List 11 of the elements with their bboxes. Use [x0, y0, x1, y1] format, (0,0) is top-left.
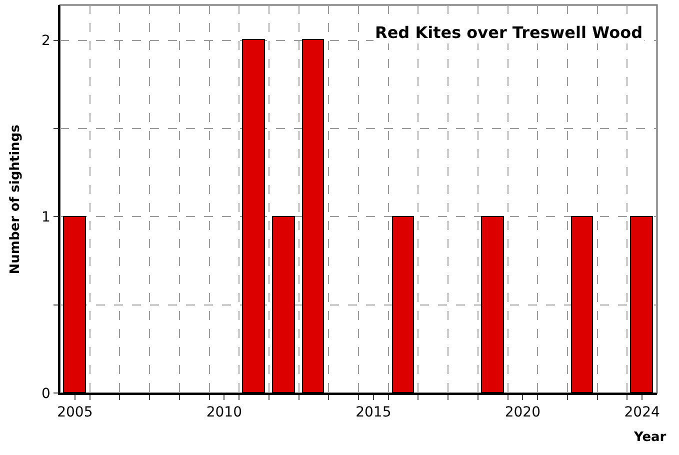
text: Red Kites over Treswell Wood: [375, 23, 643, 42]
y-axis-title: Number of sightings: [8, 124, 24, 274]
y-tick-label: 2: [42, 33, 50, 50]
x-tick-label: 2024: [624, 404, 660, 421]
x-tick-label: 2020: [504, 404, 540, 421]
y-tick-label: 1: [42, 210, 50, 226]
x-tick-label: 2010: [206, 404, 242, 421]
x-tick-label: 2005: [57, 404, 93, 421]
x-tick-label: 2015: [356, 404, 392, 421]
y-tick-label: 0: [42, 386, 50, 402]
x-axis-title: Year: [633, 430, 667, 445]
